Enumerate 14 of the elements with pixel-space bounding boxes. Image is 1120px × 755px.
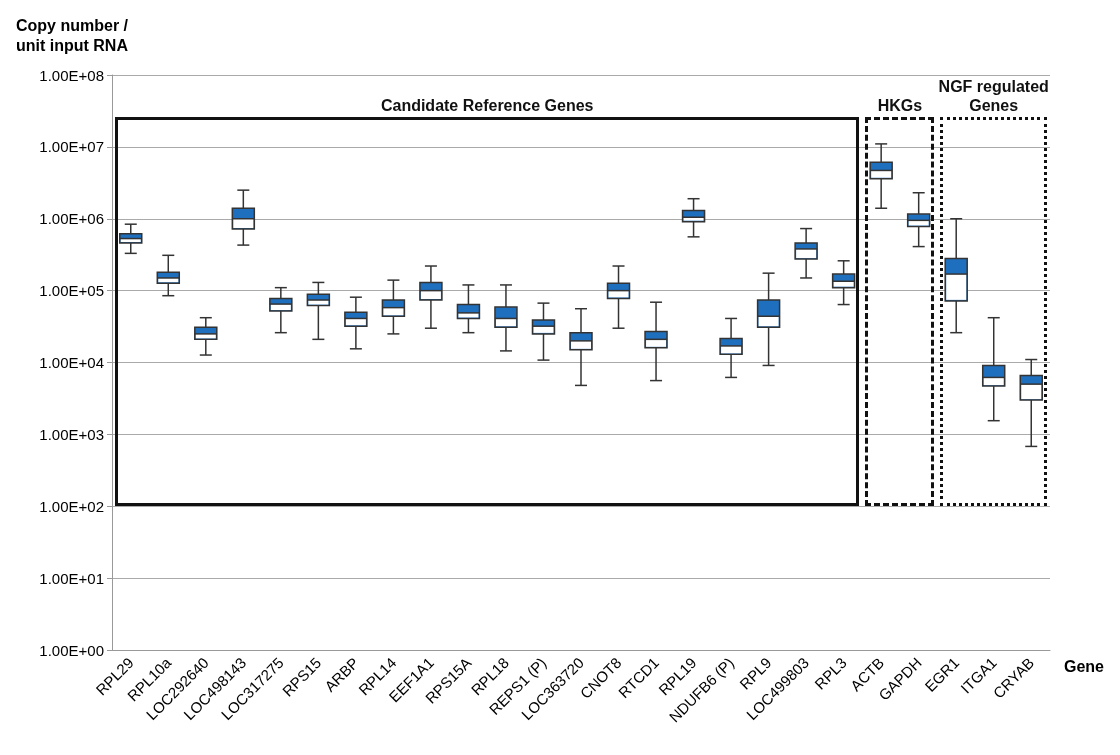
y-tick-label: 1.00E+05 (39, 282, 104, 300)
y-tick-label: 1.00E+02 (39, 497, 104, 515)
y-tick-label: 1.00E+07 (39, 138, 104, 156)
annotation: NGF regulated Genes (937, 77, 1050, 115)
y-tick-label: 1.00E+08 (39, 66, 104, 84)
y-axis-title: Copy number / unit input RNA (16, 16, 129, 54)
y-tick-label: 1.00E+00 (39, 641, 104, 659)
y-tick-label: 1.00E+04 (39, 354, 104, 371)
y-tick-label: 1.00E+03 (39, 425, 104, 443)
annotation: HKGs (876, 96, 924, 115)
y-tick-label: 1.00E+06 (39, 210, 104, 228)
annotation: Candidate Reference Genes (379, 96, 595, 115)
y-tick-label: 1.00E+01 (39, 569, 104, 587)
x-axis-title: Gene (1064, 657, 1105, 675)
